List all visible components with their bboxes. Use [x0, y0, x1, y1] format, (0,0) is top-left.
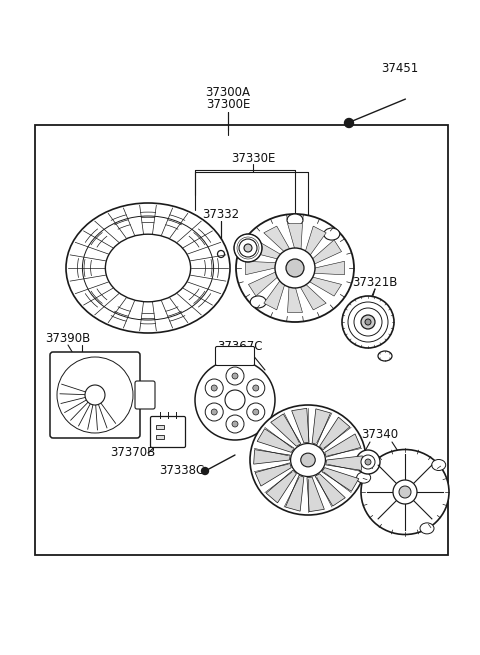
Ellipse shape [301, 453, 315, 467]
Ellipse shape [342, 296, 394, 348]
Circle shape [195, 360, 275, 440]
Circle shape [211, 385, 217, 391]
Text: 37321B: 37321B [352, 276, 398, 290]
Bar [156, 435, 164, 439]
Polygon shape [322, 468, 359, 491]
Polygon shape [249, 272, 277, 296]
FancyBboxPatch shape [135, 381, 155, 409]
Circle shape [253, 409, 259, 415]
Polygon shape [309, 277, 342, 296]
Polygon shape [266, 470, 297, 503]
Polygon shape [257, 428, 294, 453]
Ellipse shape [250, 296, 266, 308]
Polygon shape [307, 477, 324, 512]
Polygon shape [312, 240, 342, 264]
Circle shape [211, 409, 217, 415]
Bar [156, 425, 164, 429]
Text: 37338C: 37338C [159, 464, 204, 476]
Circle shape [217, 250, 225, 257]
Polygon shape [246, 261, 276, 274]
Circle shape [247, 403, 265, 421]
Ellipse shape [236, 214, 354, 322]
Circle shape [85, 385, 105, 405]
FancyBboxPatch shape [50, 352, 140, 438]
Bar [35, 125, 448, 555]
Ellipse shape [420, 523, 434, 534]
Ellipse shape [287, 214, 303, 226]
Text: 37340: 37340 [361, 428, 398, 441]
Ellipse shape [290, 443, 325, 476]
Polygon shape [325, 434, 361, 457]
Circle shape [247, 379, 265, 397]
Polygon shape [314, 261, 345, 274]
Circle shape [226, 367, 244, 385]
Ellipse shape [378, 351, 392, 361]
Ellipse shape [361, 449, 449, 534]
Text: 37332: 37332 [203, 208, 240, 221]
Polygon shape [292, 408, 309, 443]
Polygon shape [255, 463, 291, 486]
Circle shape [226, 415, 244, 433]
Text: 37300A: 37300A [205, 86, 251, 100]
Text: 37390B: 37390B [46, 331, 91, 345]
Ellipse shape [66, 203, 230, 333]
Ellipse shape [361, 315, 375, 329]
Ellipse shape [324, 228, 340, 240]
Circle shape [361, 455, 375, 469]
Ellipse shape [244, 244, 252, 252]
Text: 37300E: 37300E [206, 98, 250, 111]
Circle shape [202, 468, 208, 474]
Polygon shape [320, 417, 350, 450]
Circle shape [232, 421, 238, 427]
Ellipse shape [348, 302, 388, 342]
Ellipse shape [432, 460, 446, 470]
Circle shape [232, 373, 238, 379]
Circle shape [205, 403, 223, 421]
Circle shape [253, 385, 259, 391]
Polygon shape [264, 226, 290, 252]
Circle shape [365, 459, 371, 465]
Ellipse shape [357, 472, 371, 483]
Polygon shape [271, 414, 301, 446]
Polygon shape [249, 240, 281, 259]
Circle shape [356, 450, 380, 474]
Circle shape [286, 259, 304, 277]
Polygon shape [300, 284, 326, 310]
Ellipse shape [106, 234, 191, 302]
Text: 37451: 37451 [382, 62, 419, 75]
Polygon shape [253, 449, 290, 464]
Ellipse shape [234, 234, 262, 262]
Circle shape [345, 119, 353, 128]
Polygon shape [286, 476, 304, 511]
Text: 37330E: 37330E [231, 151, 275, 164]
Polygon shape [326, 456, 362, 470]
Circle shape [205, 379, 223, 397]
Polygon shape [305, 226, 326, 255]
Polygon shape [264, 280, 285, 310]
FancyBboxPatch shape [216, 346, 254, 365]
Ellipse shape [250, 405, 366, 515]
Ellipse shape [239, 239, 257, 257]
Circle shape [225, 390, 245, 410]
FancyBboxPatch shape [151, 417, 185, 447]
Circle shape [399, 486, 411, 498]
Polygon shape [312, 409, 331, 445]
Polygon shape [315, 474, 345, 506]
Text: 37370B: 37370B [110, 447, 156, 460]
Polygon shape [288, 223, 302, 251]
Polygon shape [288, 285, 302, 312]
Ellipse shape [365, 319, 371, 325]
Ellipse shape [354, 308, 382, 336]
Circle shape [275, 248, 315, 288]
Text: 37367C: 37367C [217, 341, 263, 354]
Circle shape [393, 480, 417, 504]
